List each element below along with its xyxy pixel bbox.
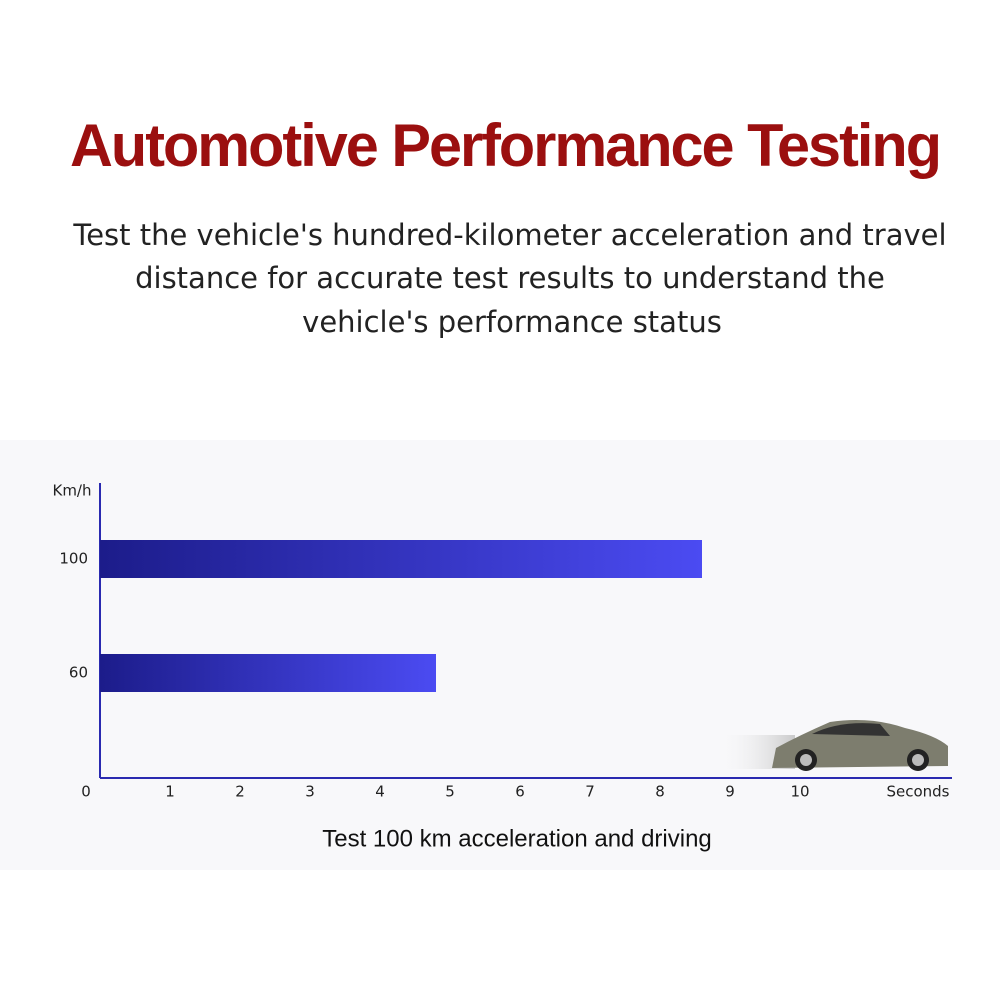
subtitle-line: vehicle's performance status (302, 305, 722, 339)
subtitle-line: distance for accurate test results to un… (135, 261, 885, 295)
x-tick-label: 3 (305, 783, 315, 801)
x-axis-label: Seconds (886, 783, 949, 801)
chart-title: Automotive Performance Testing (70, 112, 940, 179)
x-tick-label: 8 (655, 783, 665, 801)
x-tick-label: 7 (585, 783, 595, 801)
x-tick-label: 4 (375, 783, 385, 801)
x-tick-label: 0 (81, 783, 91, 801)
car-illustration (715, 720, 948, 771)
x-tick-label: 1 (165, 783, 175, 801)
y-tick-label: 60 (69, 664, 88, 682)
caption: Test 100 km acceleration and driving (322, 825, 712, 852)
y-tick-label: 100 (59, 550, 88, 568)
x-tick-label: 5 (445, 783, 455, 801)
x-tick-label: 9 (725, 783, 735, 801)
subtitle-line: Test the vehicle's hundred-kilometer acc… (72, 218, 946, 252)
x-tick-label: 2 (235, 783, 245, 801)
bar (100, 540, 702, 578)
x-tick-label: 6 (515, 783, 525, 801)
bar (100, 654, 436, 692)
y-axis-label: Km/h (52, 482, 91, 500)
x-tick-label: 10 (790, 783, 809, 801)
